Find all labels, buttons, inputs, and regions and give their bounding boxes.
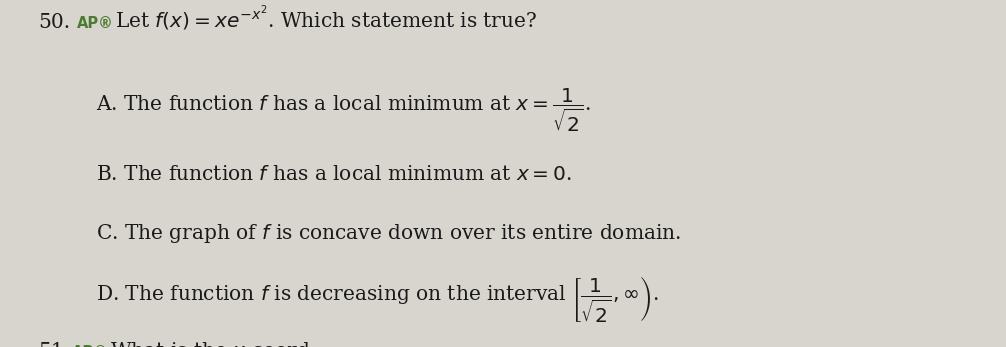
Text: A. The function $f$ has a local minimum at $x = \dfrac{1}{\sqrt{2}}$.: A. The function $f$ has a local minimum … <box>96 87 591 134</box>
Text: 50.: 50. <box>38 13 70 32</box>
Text: B. The function $f$ has a local minimum at $x = 0$.: B. The function $f$ has a local minimum … <box>96 166 571 185</box>
Text: What is the $x$-coord: What is the $x$-coord <box>110 342 311 347</box>
Text: D. The function $f$ is decreasing on the interval $\left[\dfrac{1}{\sqrt{2}}, \i: D. The function $f$ is decreasing on the… <box>96 275 659 325</box>
Text: Let $f(x) = xe^{-x^2}$. Which statement is true?: Let $f(x) = xe^{-x^2}$. Which statement … <box>115 5 537 33</box>
Text: 51.: 51. <box>38 342 70 347</box>
Text: AP®: AP® <box>76 16 114 31</box>
Text: AP®: AP® <box>71 345 109 347</box>
Text: C. The graph of $f$ is concave down over its entire domain.: C. The graph of $f$ is concave down over… <box>96 222 681 245</box>
